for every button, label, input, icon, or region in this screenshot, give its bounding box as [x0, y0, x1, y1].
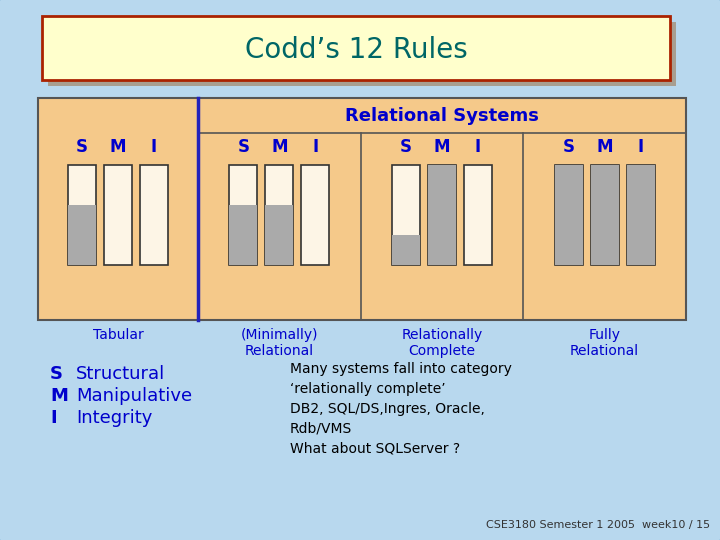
- Text: S: S: [400, 138, 412, 156]
- Bar: [554, 165, 582, 265]
- Bar: [464, 165, 492, 265]
- Text: M: M: [433, 138, 450, 156]
- Bar: [626, 165, 654, 265]
- Text: What about SQLServer ?: What about SQLServer ?: [290, 442, 460, 456]
- Bar: [38, 98, 686, 320]
- Text: M: M: [271, 138, 287, 156]
- Text: Structural: Structural: [76, 365, 166, 383]
- Bar: [230, 165, 257, 265]
- Bar: [68, 165, 96, 265]
- Text: I: I: [312, 138, 318, 156]
- Text: Complete: Complete: [408, 344, 475, 358]
- Bar: [428, 165, 456, 265]
- Bar: [392, 165, 420, 265]
- Text: M: M: [50, 387, 68, 405]
- Bar: [590, 165, 618, 265]
- Text: Integrity: Integrity: [76, 409, 153, 427]
- Text: (Minimally): (Minimally): [240, 328, 318, 342]
- Bar: [266, 165, 293, 265]
- Text: Relational Systems: Relational Systems: [345, 107, 539, 125]
- Text: Relational: Relational: [570, 344, 639, 358]
- Text: Relational: Relational: [245, 344, 314, 358]
- Bar: [266, 205, 293, 265]
- Text: S: S: [562, 138, 575, 156]
- Text: I: I: [50, 409, 57, 427]
- Bar: [554, 165, 582, 265]
- Text: Rdb/VMS: Rdb/VMS: [290, 422, 352, 436]
- Text: ‘relationally complete’: ‘relationally complete’: [290, 382, 446, 396]
- Text: Fully: Fully: [589, 328, 621, 342]
- Text: Tabular: Tabular: [93, 328, 143, 342]
- Text: I: I: [638, 138, 644, 156]
- Bar: [302, 165, 329, 265]
- Bar: [230, 205, 257, 265]
- Text: I: I: [475, 138, 481, 156]
- Text: Relationally: Relationally: [401, 328, 482, 342]
- Bar: [42, 16, 670, 80]
- Bar: [140, 165, 168, 265]
- Text: Many systems fall into category: Many systems fall into category: [290, 362, 512, 376]
- Bar: [626, 165, 654, 265]
- Bar: [68, 205, 96, 265]
- Bar: [48, 22, 676, 86]
- Bar: [392, 235, 420, 265]
- Text: M: M: [596, 138, 613, 156]
- Text: S: S: [50, 365, 63, 383]
- Text: CSE3180 Semester 1 2005  week10 / 15: CSE3180 Semester 1 2005 week10 / 15: [486, 520, 710, 530]
- Text: S: S: [76, 138, 88, 156]
- Text: Manipulative: Manipulative: [76, 387, 192, 405]
- Bar: [590, 165, 618, 265]
- Text: DB2, SQL/DS,Ingres, Oracle,: DB2, SQL/DS,Ingres, Oracle,: [290, 402, 485, 416]
- Text: M: M: [109, 138, 126, 156]
- Text: I: I: [151, 138, 157, 156]
- Bar: [104, 165, 132, 265]
- Text: Codd’s 12 Rules: Codd’s 12 Rules: [245, 36, 467, 64]
- Bar: [428, 165, 456, 265]
- Text: S: S: [238, 138, 249, 156]
